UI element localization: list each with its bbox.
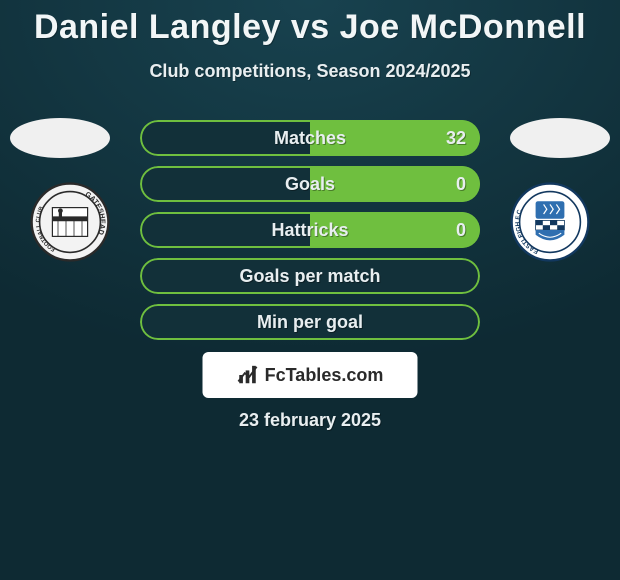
infographic-card: Daniel Langley vs Joe McDonnell Club com… — [0, 0, 620, 580]
stat-row: Hattricks 0 — [140, 212, 480, 248]
stat-value-right: 0 — [456, 166, 466, 202]
stat-value-right: 0 — [456, 212, 466, 248]
bar-chart-icon — [237, 364, 259, 386]
stat-row: Goals 0 — [140, 166, 480, 202]
eastleigh-crest-icon: EASTLEIGH F.C. — [510, 182, 590, 262]
footer-date: 23 february 2025 — [0, 410, 620, 431]
page-title: Daniel Langley vs Joe McDonnell — [0, 0, 620, 47]
avatar-right — [510, 118, 610, 158]
stat-label: Goals — [285, 174, 335, 195]
stats-comparison-bars: Matches 32 Goals 0 Hattricks 0 Goals per match… — [140, 120, 480, 350]
club-badge-left: GATESHEAD FOOTBALL CLUB — [20, 172, 120, 272]
stat-row: Min per goal — [140, 304, 480, 340]
site-name: FcTables.com — [265, 365, 384, 386]
stat-row: Goals per match — [140, 258, 480, 294]
stat-label: Goals per match — [239, 266, 380, 287]
gateshead-crest-icon: GATESHEAD FOOTBALL CLUB — [30, 182, 110, 262]
stat-label: Matches — [274, 128, 346, 149]
svg-text:EASTLEIGH F.C.: EASTLEIGH F.C. — [515, 207, 540, 255]
svg-text:FOOTBALL CLUB: FOOTBALL CLUB — [36, 206, 57, 252]
club-badge-right: EASTLEIGH F.C. — [500, 172, 600, 272]
site-logo: FcTables.com — [203, 352, 418, 398]
stat-label: Min per goal — [257, 312, 363, 333]
stat-value-right: 32 — [446, 120, 466, 156]
stat-label: Hattricks — [271, 220, 348, 241]
avatar-left — [10, 118, 110, 158]
subtitle: Club competitions, Season 2024/2025 — [0, 61, 620, 82]
stat-row: Matches 32 — [140, 120, 480, 156]
stat-fill-right — [310, 166, 480, 202]
svg-text:GATESHEAD: GATESHEAD — [84, 189, 108, 236]
